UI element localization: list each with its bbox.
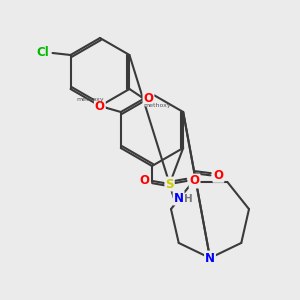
Text: O: O xyxy=(140,175,150,188)
Text: O: O xyxy=(190,175,200,188)
Text: H: H xyxy=(184,194,193,204)
Text: S: S xyxy=(165,178,174,190)
Text: methoxy: methoxy xyxy=(76,97,104,102)
Text: O: O xyxy=(213,169,224,182)
Text: N: N xyxy=(174,191,184,205)
Text: O: O xyxy=(95,100,105,113)
Text: O: O xyxy=(143,92,153,106)
Text: N: N xyxy=(205,251,215,265)
Text: methoxy: methoxy xyxy=(144,103,171,108)
Text: Cl: Cl xyxy=(36,46,49,59)
